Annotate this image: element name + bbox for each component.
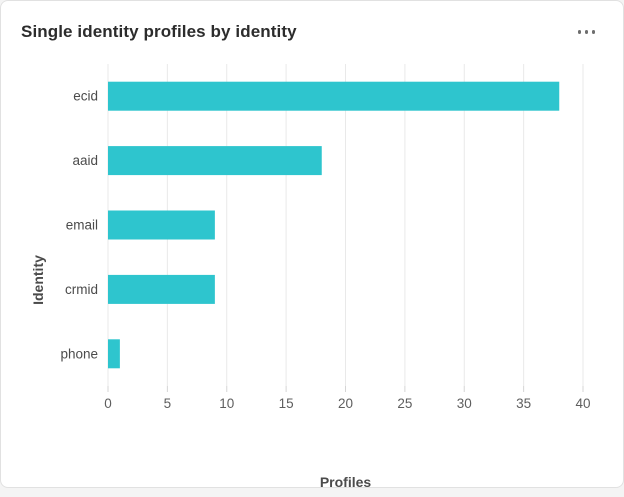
more-horizontal-icon — [584, 30, 588, 34]
bar-ecid — [108, 81, 560, 111]
category-label-email: email — [66, 218, 98, 233]
category-label-crmid: crmid — [65, 282, 98, 297]
more-horizontal-icon — [591, 30, 595, 34]
card-header: Single identity profiles by identity — [21, 18, 609, 46]
more-options-button[interactable] — [572, 26, 602, 38]
x-axis-title: Profiles — [319, 474, 372, 490]
bar-chart-canvas: 0 5 10 15 20 25 30 35 40 ecid aaid email crmid phone — [60, 64, 591, 411]
x-tick-label-35: 35 — [516, 396, 531, 411]
x-tick-label-40: 40 — [575, 396, 590, 411]
bar-phone — [108, 339, 120, 369]
bar-crmid — [108, 274, 215, 304]
more-horizontal-icon — [577, 30, 581, 34]
bar-chart: 0 5 10 15 20 25 30 35 40 ecid aaid email crmid phone … — [1, 56, 624, 490]
x-tick-label-30: 30 — [457, 396, 472, 411]
x-tick-label-15: 15 — [279, 396, 294, 411]
chart-title: Single identity profiles by identity — [21, 22, 297, 41]
x-tick-label-5: 5 — [164, 396, 172, 411]
x-tick-label-20: 20 — [338, 396, 353, 411]
x-tick-label-0: 0 — [104, 396, 112, 411]
bar-aaid — [108, 146, 322, 176]
category-label-phone: phone — [60, 346, 98, 361]
y-axis-title: Identity — [30, 255, 46, 305]
category-label-ecid: ecid — [73, 89, 98, 104]
category-label-aaid: aaid — [72, 153, 98, 168]
x-tick-label-10: 10 — [219, 396, 234, 411]
x-tick-label-25: 25 — [397, 396, 412, 411]
bar-email — [108, 210, 215, 240]
